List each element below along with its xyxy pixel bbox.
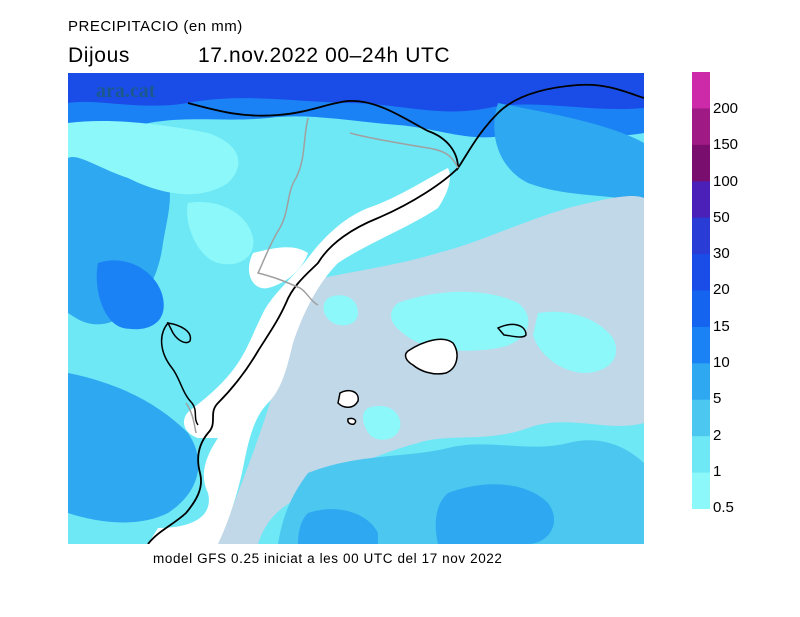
legend-label: 200 [713, 100, 739, 117]
legend-swatch [692, 108, 710, 146]
legend-label: 2 [713, 427, 722, 444]
color-legend [692, 72, 710, 509]
precip-band-south-west [68, 373, 199, 523]
date-range-label: 17.nov.2022 00–24h UTC [198, 44, 451, 67]
border-line [256, 117, 319, 306]
legend-swatch [692, 144, 710, 182]
legend-label: 1 [713, 463, 722, 480]
legend-label: 0.5 [713, 499, 734, 516]
legend-label: 15 [713, 318, 730, 335]
watermark-logo: ara.cat [96, 80, 156, 102]
precip-band-north-deep [68, 73, 644, 112]
map-title: PRECIPITACIO (en mm) [68, 18, 243, 35]
precip-patch-south [435, 484, 555, 544]
legend-swatch [692, 217, 710, 255]
legend-swatch [692, 72, 710, 109]
legend-label: 5 [713, 390, 722, 407]
precipitation-map [68, 73, 644, 544]
legend-label: 10 [713, 354, 730, 371]
model-footer: model GFS 0.25 iniciat a les 00 UTC del … [153, 551, 503, 566]
legend-swatch [692, 181, 710, 219]
legend-swatch [692, 363, 710, 401]
precip-band-east [494, 103, 644, 203]
precip-patch-light [187, 202, 254, 265]
precip-patch-sea [362, 405, 401, 440]
precip-patch-west [96, 260, 164, 330]
legend-label: 30 [713, 245, 730, 262]
border-line [349, 132, 459, 169]
legend-swatch [692, 290, 710, 328]
dry-land-catalonia [148, 168, 450, 544]
legend-label: 20 [713, 281, 730, 298]
legend-swatch [692, 399, 710, 437]
island-ibiza [337, 389, 359, 408]
dry-land-interior [248, 247, 308, 289]
legend-label: 150 [713, 136, 739, 153]
precip-patch-south [298, 509, 378, 544]
coastline-north [187, 83, 644, 171]
legend-swatch [692, 254, 710, 291]
island-mallorca [404, 338, 458, 375]
border-line [185, 402, 197, 434]
coastline-west [160, 322, 199, 426]
legend-label: 50 [713, 209, 730, 226]
precip-patch-light [68, 121, 239, 195]
island-formentera [347, 417, 357, 425]
legend-swatch [692, 472, 710, 509]
day-label: Dijous [68, 44, 130, 67]
coastline-mainland [147, 167, 459, 544]
legend-swatch [692, 436, 710, 474]
precip-patch-sea [391, 291, 529, 351]
precip-patch-sea [323, 295, 358, 326]
precip-patch-sea [533, 311, 617, 373]
island-menorca [496, 323, 527, 338]
legend-swatch [692, 326, 710, 364]
legend-label: 100 [713, 173, 739, 190]
